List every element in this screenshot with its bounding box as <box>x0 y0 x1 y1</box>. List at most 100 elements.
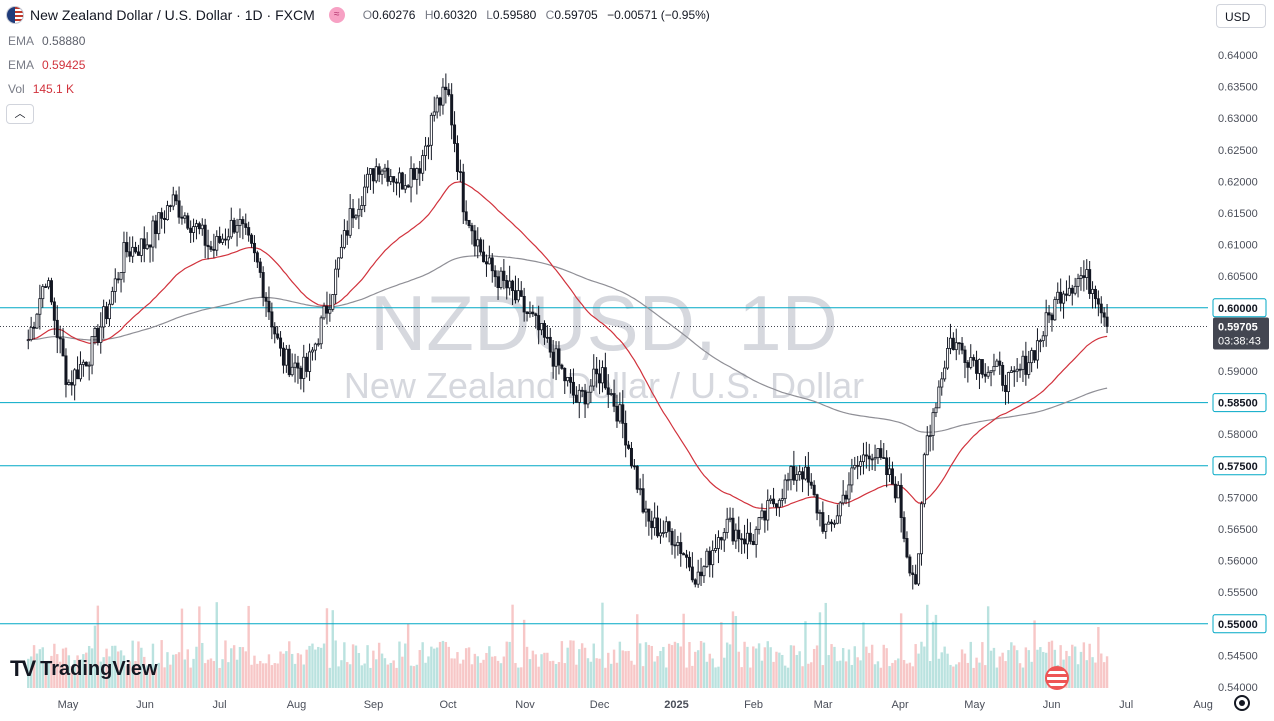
volume-bar <box>873 664 877 688</box>
candle-body <box>815 494 819 514</box>
candle-body <box>528 311 532 314</box>
candle-body <box>490 257 494 272</box>
volume-bar <box>244 651 247 688</box>
x-tick-label: Nov <box>515 699 535 711</box>
volume-bar <box>76 655 79 688</box>
candle-body <box>1091 288 1095 294</box>
candle-body <box>525 311 529 314</box>
candle-body <box>986 371 990 377</box>
volume-bar <box>943 646 946 688</box>
volume-bar <box>1100 653 1103 688</box>
ema-slow-legend[interactable]: EMA 0.58880 <box>8 34 86 48</box>
candle-body <box>223 238 227 241</box>
candle-body <box>803 466 807 480</box>
candle-body <box>1073 285 1077 294</box>
candle-body <box>444 86 448 91</box>
candle-body <box>499 270 503 288</box>
currency-selector[interactable]: USD <box>1216 4 1266 28</box>
volume-bar <box>85 652 88 688</box>
volume-bar <box>899 613 903 688</box>
volume-bar <box>383 658 387 688</box>
volume-bar <box>534 654 537 688</box>
volume-bar <box>775 651 778 688</box>
candle-body <box>450 94 454 126</box>
candle-body <box>200 224 204 230</box>
volume-bar <box>522 619 526 688</box>
volume-bar <box>670 645 674 688</box>
volume-bar <box>998 656 1001 688</box>
candle-body <box>792 466 796 481</box>
candle-body <box>650 520 654 529</box>
candle-body <box>67 382 71 385</box>
candle-body <box>467 219 471 226</box>
candle-body <box>966 362 970 368</box>
volume-bar <box>35 653 39 688</box>
candle-body <box>783 479 787 499</box>
volume-legend[interactable]: Vol 145.1 K <box>8 82 75 96</box>
candle-body <box>864 454 868 457</box>
candle-body <box>487 257 491 265</box>
volume-bar <box>1007 650 1010 688</box>
volume-bar <box>502 656 506 688</box>
ema-fast-legend[interactable]: EMA 0.59425 <box>8 58 86 72</box>
candle-body <box>786 479 790 482</box>
candle-body <box>661 532 665 534</box>
gear-icon[interactable] <box>1234 695 1250 711</box>
volume-bar <box>398 641 401 688</box>
candle-body <box>812 484 816 496</box>
candle-body <box>548 336 552 353</box>
volume-bar <box>934 614 938 688</box>
candle-body <box>424 145 428 156</box>
candle-body <box>218 235 222 243</box>
candle-body <box>882 457 886 459</box>
level-label-box <box>1212 393 1267 413</box>
volume-bar <box>598 658 601 688</box>
volume-bar <box>781 654 784 688</box>
equal-icon[interactable]: ≈ <box>328 7 345 23</box>
volume-bar <box>656 656 659 688</box>
volume-bar <box>372 650 375 688</box>
volume-bar <box>203 663 207 688</box>
volume-bar <box>1036 649 1039 688</box>
volume-bar <box>253 655 256 688</box>
candle-body <box>571 381 575 396</box>
candle-body <box>592 368 596 387</box>
candle-body <box>194 223 198 227</box>
candle-body <box>1006 372 1010 393</box>
volume-bar <box>868 652 871 688</box>
volume-bar <box>215 602 218 688</box>
volume-bar <box>438 641 442 688</box>
volume-bar <box>105 648 108 688</box>
candle-body <box>136 251 140 256</box>
candle-body <box>107 303 111 320</box>
x-tick-label: Oct <box>439 699 456 711</box>
volume-bar <box>894 660 897 688</box>
candle-body <box>780 498 784 501</box>
volume-bar <box>235 659 239 688</box>
volume-bar <box>885 648 888 688</box>
volume-bar <box>1076 664 1080 688</box>
tradingview-logo[interactable]: TV TradingView <box>10 656 158 681</box>
volume-bar <box>27 658 30 688</box>
candle-body <box>569 376 573 383</box>
us-flag-icon[interactable] <box>1045 666 1069 690</box>
symbol-title[interactable]: New Zealand Dollar / U.S. Dollar · 1D · … <box>30 7 315 23</box>
candle-body <box>714 548 718 551</box>
volume-bar <box>1027 650 1030 688</box>
volume-bar <box>285 651 288 688</box>
candle-body <box>345 230 349 236</box>
volume-bar <box>64 647 68 688</box>
chevron-up-icon[interactable]: ︿ <box>6 104 34 124</box>
candle-body <box>606 387 610 395</box>
volume-bar <box>256 663 259 688</box>
candle-body <box>1033 350 1037 361</box>
candle-body <box>293 362 297 368</box>
y-tick-label: 0.61500 <box>1218 208 1258 220</box>
candle-body <box>299 367 303 379</box>
x-tick-label: Dec <box>590 699 610 711</box>
candle-body <box>496 276 500 288</box>
candle-body <box>360 205 364 210</box>
volume-bar <box>554 664 558 688</box>
volume-bar <box>1071 644 1074 688</box>
